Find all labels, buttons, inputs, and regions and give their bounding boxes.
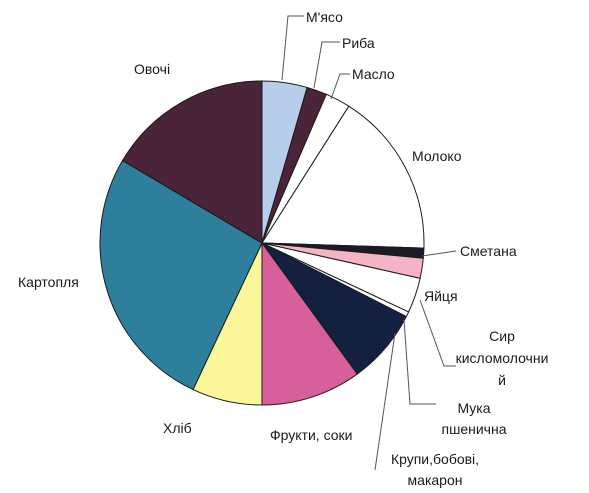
slice-label: Овочі <box>134 61 170 77</box>
slice-label: Масло <box>352 66 395 82</box>
pie-slice <box>121 80 263 244</box>
slice-label-line: Овочі <box>134 61 170 77</box>
pie-slice <box>261 241 358 406</box>
leader-lines <box>281 15 457 471</box>
pie-slice <box>261 105 425 249</box>
slice-label: Хліб <box>163 420 192 436</box>
slice-label: Риба <box>342 35 375 51</box>
pie-slices <box>99 80 425 406</box>
leader-line <box>313 41 340 89</box>
slice-labels: М'ясо Риба Масло Молоко Сметана Яйця Сир кислом… <box>18 9 548 488</box>
slice-label-line: М'ясо <box>306 9 343 25</box>
slice-label: Крупи,бобові, макарон <box>391 451 479 488</box>
slice-label-line: пшенична <box>442 421 507 437</box>
slice-label: Сметана <box>460 243 517 259</box>
slice-label-line: Яйця <box>424 288 458 304</box>
slice-label-line: Масло <box>352 66 395 82</box>
slice-label: Мука пшенична <box>442 400 507 437</box>
leader-line <box>374 332 396 471</box>
slice-label: Молоко <box>412 148 462 164</box>
leader-line <box>281 15 304 81</box>
slice-label: Сир кисломолочни й <box>456 328 549 388</box>
slice-label: Картопля <box>18 274 79 290</box>
slice-label-line: Сир <box>489 328 515 344</box>
leader-line <box>421 250 457 257</box>
slice-label-line: макарон <box>408 472 463 488</box>
slice-label-line: Хліб <box>163 420 192 436</box>
slice-label-line: Картопля <box>18 274 79 290</box>
slice-label-line: Сметана <box>460 243 517 259</box>
leader-line <box>419 299 456 367</box>
slice-label-line: Молоко <box>412 148 462 164</box>
slice-label-line: Риба <box>342 35 375 51</box>
leader-line <box>330 73 350 100</box>
slice-label-line: Мука <box>457 400 490 416</box>
slice-label: М'ясо <box>306 9 343 25</box>
slice-label-line: кисломолочни <box>456 350 549 366</box>
slice-label: Яйця <box>424 288 458 304</box>
slice-label-line: Фрукти, соки <box>270 427 352 443</box>
leader-line <box>403 319 436 405</box>
slice-label-line: й <box>498 372 506 388</box>
pie-slice <box>99 159 263 391</box>
slice-label-line: Крупи,бобові, <box>391 451 479 467</box>
slice-label: Фрукти, соки <box>270 427 352 443</box>
